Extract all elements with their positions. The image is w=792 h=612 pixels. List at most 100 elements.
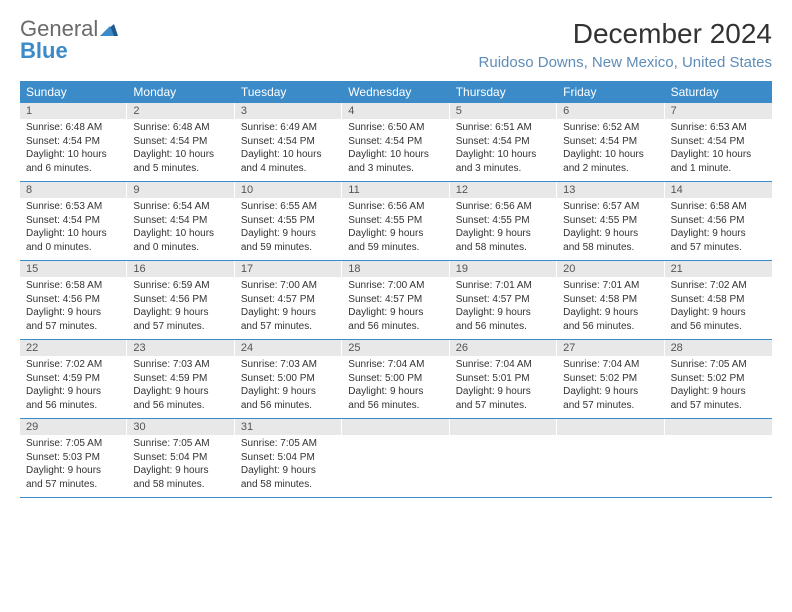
week-row: 8Sunrise: 6:53 AMSunset: 4:54 PMDaylight…	[20, 182, 772, 261]
day-info: Sunrise: 6:52 AMSunset: 4:54 PMDaylight:…	[557, 119, 664, 175]
day-number	[342, 419, 449, 435]
day-daylight1: Daylight: 10 hours	[133, 148, 228, 162]
day-daylight2: and 57 minutes.	[26, 320, 121, 334]
day-daylight1: Daylight: 10 hours	[133, 227, 228, 241]
day-cell	[450, 419, 557, 497]
location-text: Ruidoso Downs, New Mexico, United States	[479, 54, 772, 71]
day-cell: 25Sunrise: 7:04 AMSunset: 5:00 PMDayligh…	[342, 340, 449, 418]
logo-text: General Blue	[20, 18, 118, 62]
header: General Blue December 2024 Ruidoso Downs…	[20, 18, 772, 71]
day-sunrise: Sunrise: 7:04 AM	[563, 358, 658, 372]
day-sunset: Sunset: 4:56 PM	[671, 214, 766, 228]
day-cell: 20Sunrise: 7:01 AMSunset: 4:58 PMDayligh…	[557, 261, 664, 339]
day-daylight2: and 57 minutes.	[241, 320, 336, 334]
day-cell: 16Sunrise: 6:59 AMSunset: 4:56 PMDayligh…	[127, 261, 234, 339]
day-info: Sunrise: 6:57 AMSunset: 4:55 PMDaylight:…	[557, 198, 664, 254]
day-number: 14	[665, 182, 772, 198]
day-cell: 6Sunrise: 6:52 AMSunset: 4:54 PMDaylight…	[557, 103, 664, 181]
day-daylight1: Daylight: 9 hours	[456, 385, 551, 399]
day-daylight1: Daylight: 10 hours	[671, 148, 766, 162]
day-daylight1: Daylight: 9 hours	[348, 227, 443, 241]
day-daylight2: and 2 minutes.	[563, 162, 658, 176]
day-number: 3	[235, 103, 342, 119]
day-header-cell: Tuesday	[235, 81, 342, 103]
day-sunset: Sunset: 4:55 PM	[348, 214, 443, 228]
day-sunset: Sunset: 4:55 PM	[456, 214, 551, 228]
day-daylight1: Daylight: 9 hours	[26, 385, 121, 399]
day-daylight2: and 58 minutes.	[133, 478, 228, 492]
day-daylight2: and 3 minutes.	[348, 162, 443, 176]
day-sunrise: Sunrise: 6:53 AM	[26, 200, 121, 214]
day-daylight2: and 59 minutes.	[348, 241, 443, 255]
day-header-cell: Thursday	[450, 81, 557, 103]
day-header-row: SundayMondayTuesdayWednesdayThursdayFrid…	[20, 81, 772, 103]
day-info: Sunrise: 6:56 AMSunset: 4:55 PMDaylight:…	[450, 198, 557, 254]
day-cell: 13Sunrise: 6:57 AMSunset: 4:55 PMDayligh…	[557, 182, 664, 260]
day-daylight1: Daylight: 9 hours	[456, 227, 551, 241]
day-number: 6	[557, 103, 664, 119]
day-cell	[342, 419, 449, 497]
day-daylight1: Daylight: 9 hours	[133, 306, 228, 320]
day-daylight2: and 5 minutes.	[133, 162, 228, 176]
day-daylight2: and 56 minutes.	[456, 320, 551, 334]
day-sunrise: Sunrise: 6:54 AM	[133, 200, 228, 214]
day-number: 30	[127, 419, 234, 435]
day-cell: 26Sunrise: 7:04 AMSunset: 5:01 PMDayligh…	[450, 340, 557, 418]
title-area: December 2024 Ruidoso Downs, New Mexico,…	[479, 18, 772, 71]
day-cell: 31Sunrise: 7:05 AMSunset: 5:04 PMDayligh…	[235, 419, 342, 497]
day-daylight2: and 0 minutes.	[133, 241, 228, 255]
weeks-container: 1Sunrise: 6:48 AMSunset: 4:54 PMDaylight…	[20, 103, 772, 498]
day-number	[557, 419, 664, 435]
day-cell: 2Sunrise: 6:48 AMSunset: 4:54 PMDaylight…	[127, 103, 234, 181]
day-number: 24	[235, 340, 342, 356]
day-info: Sunrise: 7:05 AMSunset: 5:04 PMDaylight:…	[127, 435, 234, 491]
day-number: 29	[20, 419, 127, 435]
day-sunrise: Sunrise: 6:48 AM	[26, 121, 121, 135]
day-cell: 5Sunrise: 6:51 AMSunset: 4:54 PMDaylight…	[450, 103, 557, 181]
day-cell: 23Sunrise: 7:03 AMSunset: 4:59 PMDayligh…	[127, 340, 234, 418]
day-info: Sunrise: 7:00 AMSunset: 4:57 PMDaylight:…	[235, 277, 342, 333]
day-cell: 28Sunrise: 7:05 AMSunset: 5:02 PMDayligh…	[665, 340, 772, 418]
day-sunset: Sunset: 4:56 PM	[133, 293, 228, 307]
day-daylight1: Daylight: 9 hours	[241, 464, 336, 478]
day-daylight2: and 56 minutes.	[241, 399, 336, 413]
day-number: 4	[342, 103, 449, 119]
day-daylight1: Daylight: 10 hours	[26, 148, 121, 162]
day-cell: 11Sunrise: 6:56 AMSunset: 4:55 PMDayligh…	[342, 182, 449, 260]
day-sunset: Sunset: 5:00 PM	[241, 372, 336, 386]
day-number: 17	[235, 261, 342, 277]
day-sunset: Sunset: 4:59 PM	[133, 372, 228, 386]
day-info: Sunrise: 6:58 AMSunset: 4:56 PMDaylight:…	[665, 198, 772, 254]
day-daylight2: and 56 minutes.	[348, 320, 443, 334]
day-cell: 15Sunrise: 6:58 AMSunset: 4:56 PMDayligh…	[20, 261, 127, 339]
day-sunset: Sunset: 5:01 PM	[456, 372, 551, 386]
day-sunset: Sunset: 4:54 PM	[563, 135, 658, 149]
day-daylight1: Daylight: 10 hours	[26, 227, 121, 241]
day-daylight1: Daylight: 9 hours	[241, 306, 336, 320]
day-sunrise: Sunrise: 6:50 AM	[348, 121, 443, 135]
day-sunset: Sunset: 4:54 PM	[348, 135, 443, 149]
logo: General Blue	[20, 18, 118, 62]
day-sunset: Sunset: 4:54 PM	[26, 135, 121, 149]
day-sunrise: Sunrise: 7:00 AM	[348, 279, 443, 293]
day-sunrise: Sunrise: 6:48 AM	[133, 121, 228, 135]
day-daylight1: Daylight: 9 hours	[133, 464, 228, 478]
day-sunset: Sunset: 4:54 PM	[133, 135, 228, 149]
day-info: Sunrise: 7:03 AMSunset: 4:59 PMDaylight:…	[127, 356, 234, 412]
day-number: 28	[665, 340, 772, 356]
day-sunset: Sunset: 4:54 PM	[133, 214, 228, 228]
day-sunset: Sunset: 4:55 PM	[563, 214, 658, 228]
day-cell: 3Sunrise: 6:49 AMSunset: 4:54 PMDaylight…	[235, 103, 342, 181]
day-number: 16	[127, 261, 234, 277]
week-row: 29Sunrise: 7:05 AMSunset: 5:03 PMDayligh…	[20, 419, 772, 498]
day-sunset: Sunset: 5:02 PM	[563, 372, 658, 386]
day-sunset: Sunset: 4:59 PM	[26, 372, 121, 386]
day-cell: 22Sunrise: 7:02 AMSunset: 4:59 PMDayligh…	[20, 340, 127, 418]
day-sunrise: Sunrise: 7:00 AM	[241, 279, 336, 293]
day-cell: 4Sunrise: 6:50 AMSunset: 4:54 PMDaylight…	[342, 103, 449, 181]
day-cell: 7Sunrise: 6:53 AMSunset: 4:54 PMDaylight…	[665, 103, 772, 181]
day-number: 18	[342, 261, 449, 277]
day-daylight1: Daylight: 9 hours	[348, 306, 443, 320]
day-number: 25	[342, 340, 449, 356]
day-number: 19	[450, 261, 557, 277]
